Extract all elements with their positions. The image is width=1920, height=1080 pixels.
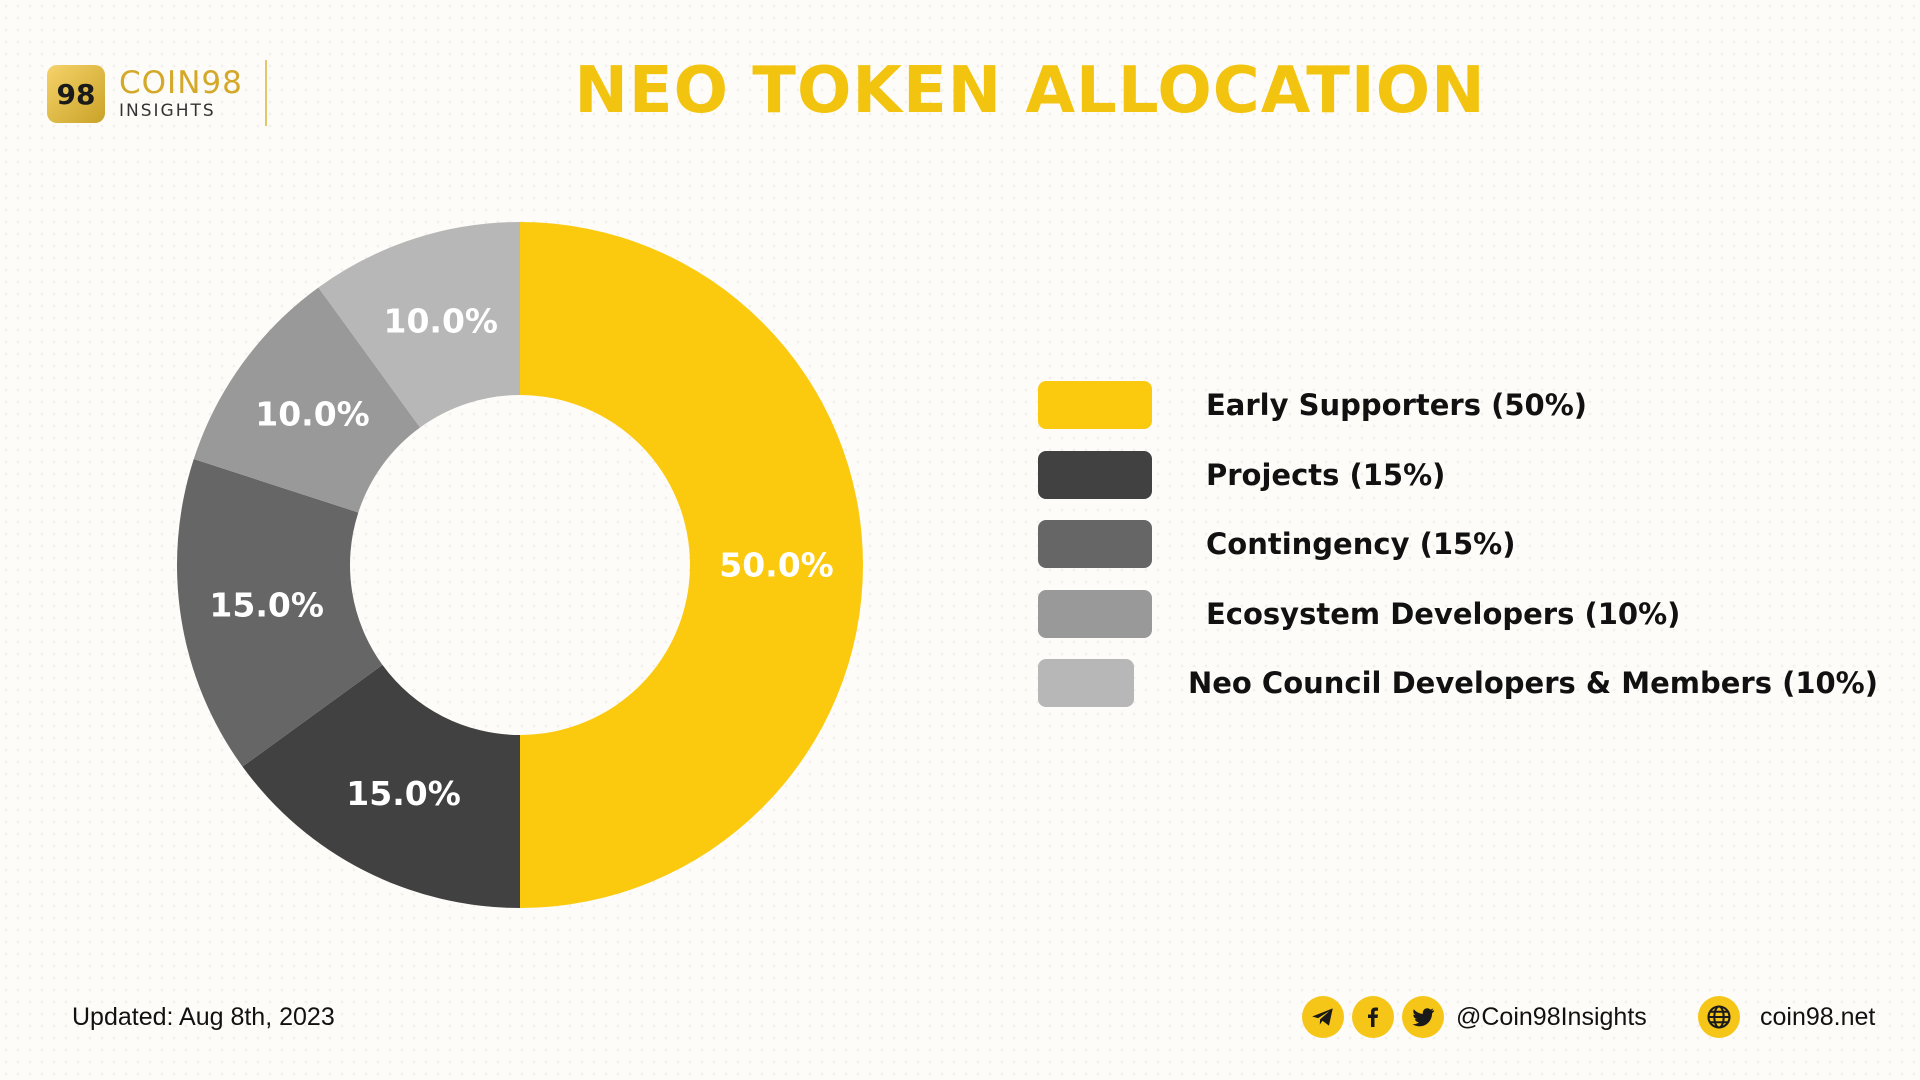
legend-swatch-4: [1038, 659, 1134, 707]
legend-label-1: Projects (15%): [1206, 457, 1446, 492]
globe-icon: [1698, 996, 1740, 1038]
legend-swatch-2: [1038, 520, 1152, 568]
donut-slice-2: [177, 459, 383, 767]
legend-label-3: Ecosystem Developers (10%): [1206, 596, 1681, 631]
slice-label-0: 50.0%: [719, 546, 834, 585]
updated-date: Updated: Aug 8th, 2023: [72, 1003, 335, 1031]
logo-divider: [265, 60, 267, 126]
coin98-logo: 98 COIN98 INSIGHTS: [47, 64, 243, 124]
legend-label-0: Early Supporters (50%): [1206, 388, 1588, 422]
legend-swatch-0: [1038, 381, 1152, 429]
logo-brand: COIN98: [119, 65, 243, 101]
slice-label-3: 10.0%: [255, 395, 370, 434]
legend-item-2: Contingency (15%): [1038, 519, 1878, 569]
legend-item-4: Neo Council Developers & Members (10%): [1038, 658, 1878, 708]
twitter-icon[interactable]: [1402, 996, 1444, 1038]
legend-item-3: Ecosystem Developers (10%): [1038, 589, 1878, 639]
website-link[interactable]: coin98.net: [1698, 994, 1875, 1040]
donut-slice-1: [242, 664, 520, 908]
legend-swatch-1: [1038, 450, 1152, 499]
telegram-icon[interactable]: [1302, 996, 1344, 1038]
slice-label-2: 15.0%: [209, 586, 324, 625]
logo-text: COIN98 INSIGHTS: [119, 68, 243, 120]
legend-label-2: Contingency (15%): [1206, 527, 1516, 561]
slice-label-1: 15.0%: [346, 774, 461, 813]
donut-chart: 50.0% 15.0% 15.0% 10.0% 10.0%: [177, 222, 863, 908]
legend-item-1: Projects (15%): [1038, 450, 1878, 500]
slice-label-4: 10.0%: [383, 302, 498, 341]
facebook-icon[interactable]: [1352, 996, 1394, 1038]
donut-slice-4: [318, 222, 520, 428]
legend-item-0: Early Supporters (50%): [1038, 380, 1878, 430]
chart-title: NEO TOKEN ALLOCATION: [574, 54, 1486, 128]
donut-slice-0: [520, 222, 863, 908]
social-handle[interactable]: @Coin98Insights: [1456, 1002, 1647, 1031]
coin98-logo-badge: 98: [47, 65, 105, 123]
legend-label-4: Neo Council Developers & Members (10%): [1187, 666, 1878, 700]
logo-sub: INSIGHTS: [119, 101, 216, 121]
social-links: @Coin98Insights: [1302, 994, 1647, 1040]
donut-slice-3: [193, 287, 421, 513]
website-text[interactable]: coin98.net: [1760, 1002, 1876, 1031]
legend-swatch-3: [1038, 589, 1152, 638]
